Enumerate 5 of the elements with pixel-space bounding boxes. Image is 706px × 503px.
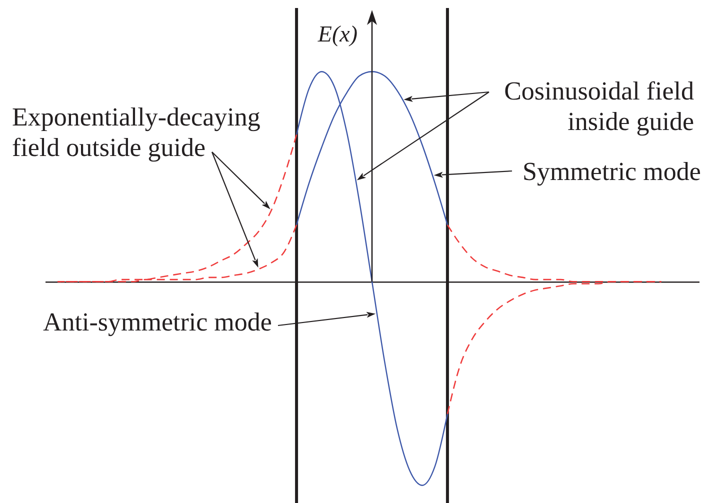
annotation: Exponentially-decaying field outside guide — [12, 102, 260, 162]
text: Anti-symmetric mode — [43, 308, 272, 336]
annotation: Cosinusoidal field inside guide — [504, 76, 694, 136]
text: Symmetric mode — [522, 157, 701, 186]
y-axis-title: E(x) — [316, 22, 358, 46]
